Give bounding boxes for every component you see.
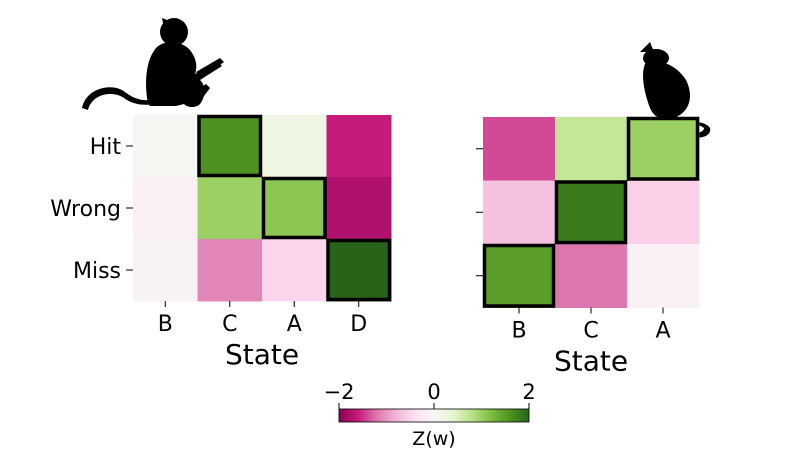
heatmap-cell: [197, 115, 263, 178]
heatmap-monkey: B C A D State Hit Wrong Miss: [50, 114, 392, 371]
colorbar-label: Z(w): [412, 428, 455, 450]
heatmap-cell: [326, 177, 392, 240]
colorbar-ticks: −2 0 2: [324, 380, 536, 409]
highlighted-cell-border: [626, 116, 700, 181]
y-tick-label: Hit: [90, 135, 122, 160]
heatmap-rat: B C A State: [476, 116, 700, 378]
heatmap-cell: [262, 177, 327, 240]
y-tick-label: Miss: [73, 259, 121, 284]
heatmap-cell: [133, 115, 198, 178]
highlighted-cell-border: [197, 114, 263, 178]
y-tick-label: Wrong: [50, 197, 121, 222]
highlighted-cell-border: [261, 176, 327, 240]
x-tick-label: B: [511, 319, 526, 344]
heatmap-cell: [262, 239, 327, 302]
heatmap-cell: [197, 177, 263, 240]
heatmap-cell: [262, 115, 327, 178]
heatmap-cell: [555, 117, 628, 181]
colorbar: −2 0 2 Z(w): [324, 380, 536, 450]
x-tick-label: B: [158, 312, 173, 337]
x-tick-label: D: [350, 312, 367, 337]
heatmap-cell: [197, 239, 263, 302]
heatmap-cell: [483, 180, 556, 245]
heatmap-cell: [627, 244, 700, 308]
heatmap-cell: [133, 177, 198, 240]
x-axis-label: State: [225, 338, 299, 371]
x-tick-label: A: [287, 312, 302, 337]
colorbar-tick-label: −2: [324, 380, 355, 404]
monkey-silhouette-icon: [82, 18, 224, 110]
colorbar-gradient: [338, 408, 530, 423]
heatmap-cell: [326, 115, 392, 178]
highlighted-cell-border: [326, 238, 392, 302]
x-axis-label: State: [554, 345, 628, 378]
x-tick-label: A: [655, 319, 670, 344]
heatmap-cell: [627, 117, 700, 181]
heatmap-cell: [627, 180, 700, 245]
colorbar-tick-label: 2: [522, 380, 535, 404]
heatmap-cell: [483, 117, 556, 181]
heatmap-cell: [555, 180, 628, 245]
x-tick-label: C: [583, 319, 598, 344]
heatmap-cell: [133, 239, 198, 302]
highlighted-cell-border: [554, 180, 628, 245]
x-tick-label: C: [222, 312, 237, 337]
heatmap-cell: [326, 239, 392, 302]
highlighted-cell-border: [482, 243, 556, 308]
heatmap-cell: [483, 244, 556, 308]
heatmap-cell: [555, 244, 628, 308]
colorbar-tick-label: 0: [427, 380, 440, 404]
